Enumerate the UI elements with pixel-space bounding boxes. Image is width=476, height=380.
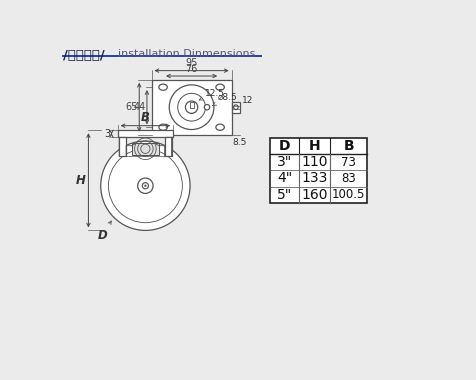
Text: 44: 44 bbox=[133, 102, 145, 112]
Text: 133: 133 bbox=[302, 171, 328, 185]
Bar bbox=[131, 142, 159, 155]
Circle shape bbox=[234, 105, 238, 109]
Text: ⌀8.5: ⌀8.5 bbox=[212, 92, 238, 106]
Circle shape bbox=[169, 85, 214, 130]
Text: 4": 4" bbox=[277, 171, 292, 185]
Bar bbox=[270, 138, 367, 203]
Ellipse shape bbox=[159, 124, 168, 130]
Text: /安装尺寸/: /安装尺寸/ bbox=[63, 49, 105, 62]
Text: 3: 3 bbox=[104, 129, 110, 139]
Ellipse shape bbox=[216, 84, 224, 90]
Circle shape bbox=[204, 105, 210, 110]
Text: D: D bbox=[279, 139, 290, 153]
Text: 65: 65 bbox=[125, 102, 138, 112]
Circle shape bbox=[190, 106, 193, 108]
Text: 83: 83 bbox=[341, 172, 356, 185]
Text: 160: 160 bbox=[301, 188, 328, 202]
Ellipse shape bbox=[216, 124, 224, 130]
Circle shape bbox=[186, 101, 198, 113]
Text: 100.5: 100.5 bbox=[332, 188, 366, 201]
Text: 73: 73 bbox=[341, 156, 356, 169]
Text: B: B bbox=[141, 111, 150, 124]
Text: H: H bbox=[76, 174, 86, 187]
Text: 12.5: 12.5 bbox=[199, 89, 225, 100]
Bar bbox=[165, 137, 171, 157]
Text: 110: 110 bbox=[301, 155, 328, 169]
Circle shape bbox=[178, 93, 206, 121]
Circle shape bbox=[142, 183, 149, 189]
Bar bbox=[118, 130, 173, 137]
Text: 95: 95 bbox=[186, 58, 198, 68]
Circle shape bbox=[138, 178, 153, 193]
Bar bbox=[189, 102, 194, 108]
Text: B: B bbox=[343, 139, 354, 153]
Bar bbox=[119, 137, 126, 157]
Text: 12: 12 bbox=[242, 96, 253, 105]
Text: 3": 3" bbox=[277, 155, 292, 169]
Text: installation Dinmensions: installation Dinmensions bbox=[119, 49, 256, 59]
Ellipse shape bbox=[159, 84, 168, 90]
Bar bbox=[232, 102, 240, 112]
Text: 5": 5" bbox=[277, 188, 292, 202]
Bar bbox=[151, 80, 232, 135]
Circle shape bbox=[101, 141, 190, 230]
Text: 76: 76 bbox=[186, 64, 198, 74]
Text: 8.5: 8.5 bbox=[232, 138, 247, 147]
Circle shape bbox=[109, 149, 182, 223]
Text: H: H bbox=[309, 139, 321, 153]
Circle shape bbox=[144, 185, 146, 187]
Text: D: D bbox=[98, 221, 111, 242]
